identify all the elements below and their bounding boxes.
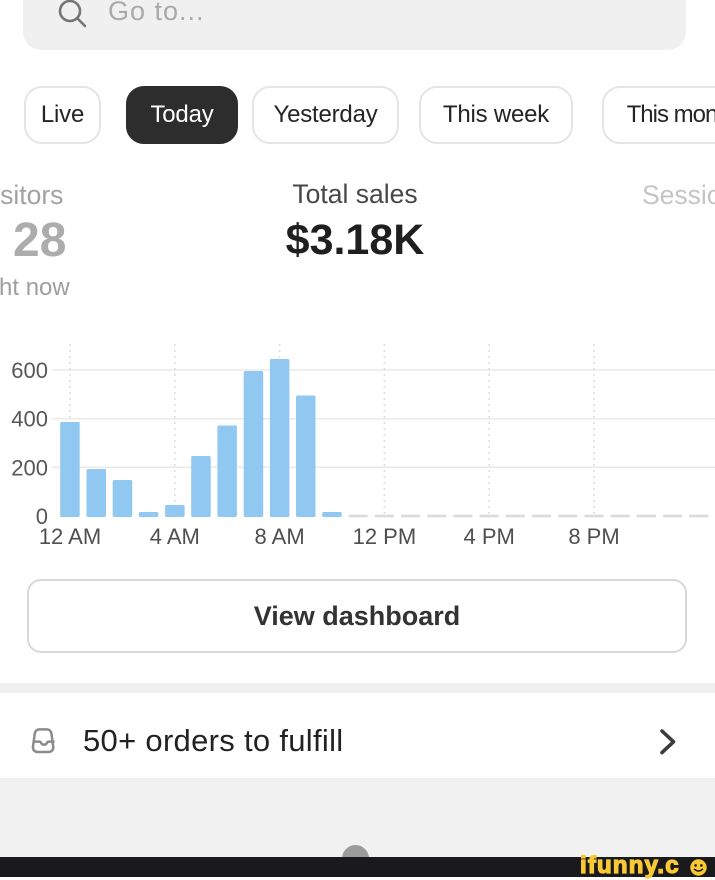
svg-text:0: 0 (36, 504, 48, 529)
svg-text:8 PM: 8 PM (568, 524, 619, 549)
svg-text:200: 200 (11, 455, 48, 480)
svg-text:12 AM: 12 AM (39, 524, 101, 549)
svg-text:600: 600 (11, 358, 48, 383)
svg-text:12 PM: 12 PM (353, 524, 417, 549)
svg-text:4 AM: 4 AM (150, 524, 200, 549)
svg-text:400: 400 (11, 407, 48, 432)
svg-text:4 PM: 4 PM (464, 524, 515, 549)
svg-text:8 AM: 8 AM (255, 524, 305, 549)
